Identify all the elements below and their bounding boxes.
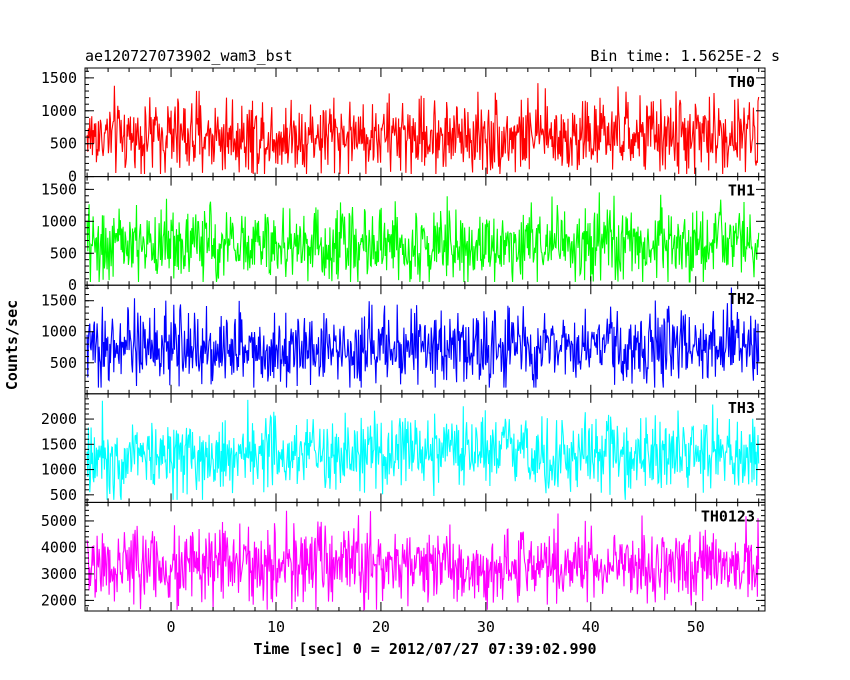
y-tick-label: 500 xyxy=(50,354,77,372)
y-tick-label: 1000 xyxy=(41,323,77,341)
figure-title: ae120727073902_wam3_bst xyxy=(85,47,293,65)
x-tick-label: 30 xyxy=(477,618,495,636)
panel-label: TH0 xyxy=(728,73,755,91)
panel-label: TH1 xyxy=(728,182,755,200)
panel-th1: 0 500 1000 1500 TH1 xyxy=(41,176,766,294)
series-line-th2 xyxy=(86,287,760,388)
y-axis-label: Counts/sec xyxy=(3,300,21,390)
y-tick-label: 1500 xyxy=(41,435,77,453)
series-line-th1 xyxy=(86,192,760,283)
panel-th0: 0 500 1000 1500 TH0 xyxy=(41,67,766,186)
x-axis-label: Time [sec] 0 = 2012/07/27 07:39:02.990 xyxy=(253,640,596,658)
y-tick-label: 1000 xyxy=(41,461,77,479)
y-tick-label: 500 xyxy=(50,244,77,262)
panel-frame xyxy=(84,501,766,612)
panels-group: 0 500 1000 1500 TH0 0 500 1000 1500 TH1 500 1000 150… xyxy=(41,67,766,612)
y-tick-label: 1000 xyxy=(41,212,77,230)
panel-th0123: 2000 3000 4000 5000 TH0123 xyxy=(41,501,766,612)
y-tick-label: 0 xyxy=(68,168,77,186)
y-tick-label: 4000 xyxy=(41,538,77,556)
y-tick-label: 1000 xyxy=(41,102,77,120)
panel-label: TH0123 xyxy=(701,507,755,525)
panel-label: TH3 xyxy=(728,399,755,417)
y-tick-label: 500 xyxy=(50,135,77,153)
x-tick-label: 50 xyxy=(687,618,705,636)
y-tick-label: 5000 xyxy=(41,512,77,530)
y-tick-label: 1500 xyxy=(41,180,77,198)
series-line-th0 xyxy=(86,83,760,175)
x-tick-label: 0 xyxy=(167,618,176,636)
y-tick-label: 500 xyxy=(50,486,77,504)
series-line-th3 xyxy=(86,399,760,500)
y-tick-label: 2000 xyxy=(41,410,77,428)
y-tick-label: 1500 xyxy=(41,292,77,310)
y-tick-label: 1500 xyxy=(41,69,77,87)
x-axis: 0 10 20 30 40 50 xyxy=(167,618,705,636)
series-line-th0123 xyxy=(86,510,760,611)
panel-label: TH2 xyxy=(728,290,755,308)
x-tick-label: 40 xyxy=(582,618,600,636)
y-tick-label: 0 xyxy=(68,276,77,294)
bin-time-label: Bin time: 1.5625E-2 s xyxy=(590,47,780,65)
x-tick-label: 20 xyxy=(372,618,390,636)
panel-th3: 500 1000 1500 2000 TH3 xyxy=(41,393,766,504)
panel-th2: 500 1000 1500 TH2 xyxy=(41,284,766,395)
x-tick-label: 10 xyxy=(267,618,285,636)
y-tick-label: 3000 xyxy=(41,565,77,583)
y-tick-label: 2000 xyxy=(41,591,77,609)
